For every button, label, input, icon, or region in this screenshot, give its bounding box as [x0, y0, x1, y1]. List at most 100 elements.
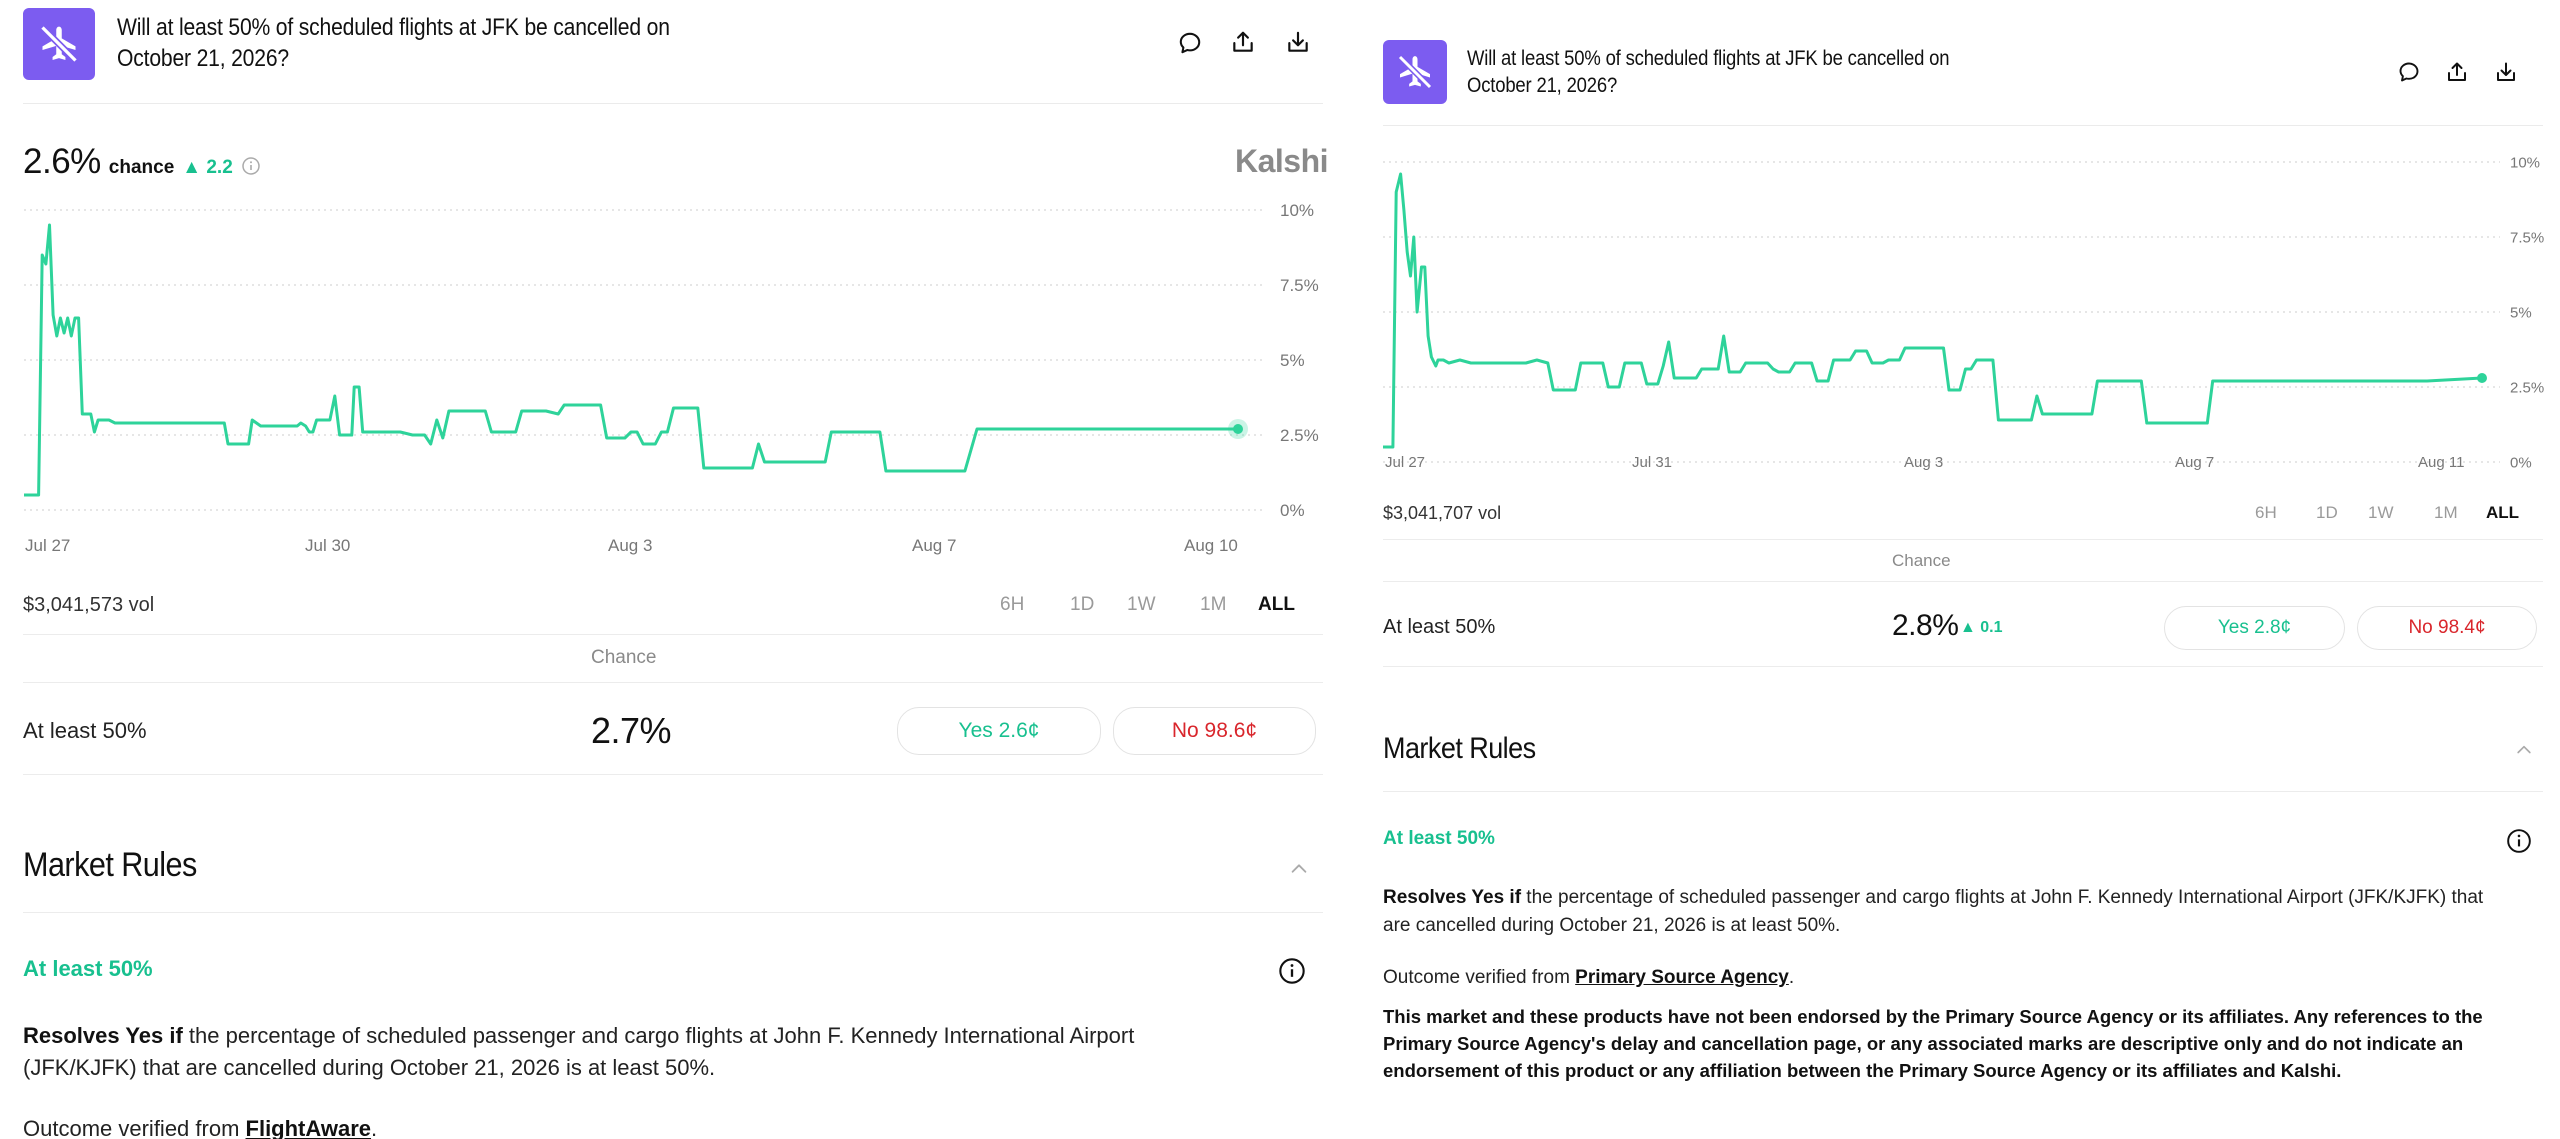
header-divider	[23, 103, 1323, 104]
download-icon	[1288, 31, 1308, 52]
range-selector: 6H 1D 1W 1M ALL	[1000, 594, 1295, 616]
resolves-text: the percentage of scheduled passenger an…	[23, 1023, 1135, 1080]
x-tick-label: Jul 31	[1632, 454, 1672, 471]
verified-prefix: Outcome verified from	[23, 1116, 246, 1139]
chance-delta-value: 2.2	[206, 157, 233, 178]
outcome-delta: ▲ 0.1	[1960, 619, 2003, 636]
market-rules-title: Market Rules	[1383, 732, 1536, 765]
divider	[23, 682, 1323, 683]
share-button[interactable]	[2442, 57, 2472, 87]
market-logo	[1383, 40, 1447, 104]
market-header: Will at least 50% of scheduled flights a…	[1360, 0, 2560, 126]
chance-delta: ▲ 2.2	[182, 157, 233, 178]
verified-prefix: Outcome verified from	[1383, 967, 1576, 988]
chevron-up-icon[interactable]	[2514, 740, 2534, 760]
verified-text: Outcome verified from Primary Source Age…	[1383, 967, 1795, 988]
market-header: Will at least 50% of scheduled flights a…	[0, 0, 1360, 104]
market-title-line2: October 21, 2026?	[1467, 73, 1618, 97]
divider	[23, 912, 1323, 913]
header-divider	[1383, 125, 2543, 126]
buy-yes-button[interactable]: Yes 2.6¢	[897, 707, 1101, 755]
current-pct: 2.6%	[23, 142, 101, 181]
share-icon	[2448, 62, 2466, 81]
range-1d[interactable]: 1D	[1070, 594, 1095, 615]
verified-text: Outcome verified from FlightAware.	[23, 1116, 378, 1139]
divider	[1383, 666, 2543, 667]
divider	[1383, 581, 2543, 582]
range-selector: 6H 1D 1W 1M ALL	[2255, 503, 2519, 523]
buy-no-button[interactable]: No 98.4¢	[2357, 606, 2537, 650]
share-icon	[1233, 31, 1253, 52]
x-tick-label: Aug 7	[912, 536, 956, 555]
y-tick-label: 2.5%	[2510, 379, 2544, 396]
x-tick-label: Aug 3	[608, 536, 652, 555]
x-tick-label: Aug 10	[1184, 536, 1238, 555]
download-icon	[2497, 62, 2515, 81]
buy-yes-button[interactable]: Yes 2.8¢	[2164, 606, 2345, 650]
y-tick-label: 7.5%	[2510, 229, 2544, 246]
chevron-up-icon[interactable]	[1288, 858, 1310, 880]
current-point[interactable]	[1233, 424, 1243, 434]
chance-word: chance	[108, 157, 175, 178]
comment-icon	[1179, 32, 1201, 54]
resolves-label: Resolves Yes if	[23, 1023, 183, 1048]
download-button[interactable]	[2491, 57, 2521, 87]
x-tick-label: Aug 7	[2175, 454, 2214, 471]
source-link[interactable]: Primary Source Agency	[1575, 967, 1789, 988]
current-point[interactable]	[2477, 373, 2487, 383]
y-tick-label: 7.5%	[1280, 276, 1319, 295]
x-tick-label: Jul 27	[25, 536, 70, 555]
market-rules-title: Market Rules	[23, 846, 197, 884]
market-logo	[23, 8, 95, 80]
info-icon[interactable]	[241, 156, 261, 176]
market-panel-right: 10% 7.5% 5% 2.5% 0% Jul 27 Jul 31 Aug 3 Aug 7 Aug…	[1360, 0, 2560, 1139]
chance-column-header: Chance	[1892, 551, 1951, 570]
y-tick-label: 10%	[1280, 201, 1314, 220]
range-1m[interactable]: 1M	[1200, 594, 1227, 615]
series-line	[24, 223, 1238, 497]
volume: $3,041,707 vol	[1383, 503, 1502, 523]
market-title-line2: October 21, 2026?	[117, 44, 289, 72]
divider	[1383, 539, 2543, 540]
y-tick-label: 0%	[1280, 501, 1305, 520]
outcome-label: At least 50%	[23, 718, 147, 743]
y-tick-label: 0%	[2510, 454, 2532, 471]
range-1d[interactable]: 1D	[2316, 503, 2338, 522]
x-tick-label: Jul 30	[305, 536, 350, 555]
buy-no-button[interactable]: No 98.6¢	[1113, 707, 1316, 755]
current-price: 2.6% chance ▲ 2.2	[23, 142, 261, 182]
resolves-label: Resolves Yes if	[1383, 887, 1522, 908]
rules-outcome-label: At least 50%	[1383, 828, 1495, 849]
download-button[interactable]	[1283, 27, 1313, 57]
flight-off-icon	[40, 25, 78, 63]
range-all[interactable]: ALL	[1258, 594, 1295, 615]
chance-column-header: Chance	[591, 647, 657, 668]
resolves-text: the percentage of scheduled passenger an…	[1383, 887, 2484, 936]
info-icon[interactable]	[2506, 828, 2532, 854]
range-all[interactable]: ALL	[2486, 503, 2520, 522]
market-title-line1: Will at least 50% of scheduled flights a…	[117, 14, 670, 41]
market-panel-left: Will at least 50% of scheduled flights a…	[0, 0, 1360, 1139]
range-1w[interactable]: 1W	[2368, 503, 2394, 522]
source-link[interactable]: FlightAware	[245, 1116, 372, 1139]
share-button[interactable]	[1228, 27, 1258, 57]
comment-button[interactable]	[2394, 57, 2424, 87]
range-1m[interactable]: 1M	[2434, 503, 2458, 522]
rules-text: Resolves Yes if the percentage of schedu…	[23, 1020, 1253, 1084]
divider	[23, 774, 1323, 775]
y-tick-label: 10%	[2510, 154, 2540, 171]
info-icon[interactable]	[1278, 957, 1306, 985]
outcome-chance: 2.7%	[591, 710, 672, 751]
series-line	[1383, 172, 2483, 449]
range-6h[interactable]: 6H	[2255, 503, 2277, 522]
comment-button[interactable]	[1175, 28, 1205, 58]
range-6h[interactable]: 6H	[1000, 594, 1025, 615]
divider	[23, 634, 1323, 635]
flight-off-icon	[1397, 54, 1433, 90]
comment-icon	[2399, 62, 2419, 82]
y-tick-label: 2.5%	[1280, 426, 1319, 445]
x-tick-label: Jul 27	[1385, 454, 1425, 471]
range-1w[interactable]: 1W	[1127, 594, 1156, 615]
rules-text: Resolves Yes if the percentage of schedu…	[1383, 884, 2503, 939]
rules-outcome-label: At least 50%	[23, 956, 153, 981]
